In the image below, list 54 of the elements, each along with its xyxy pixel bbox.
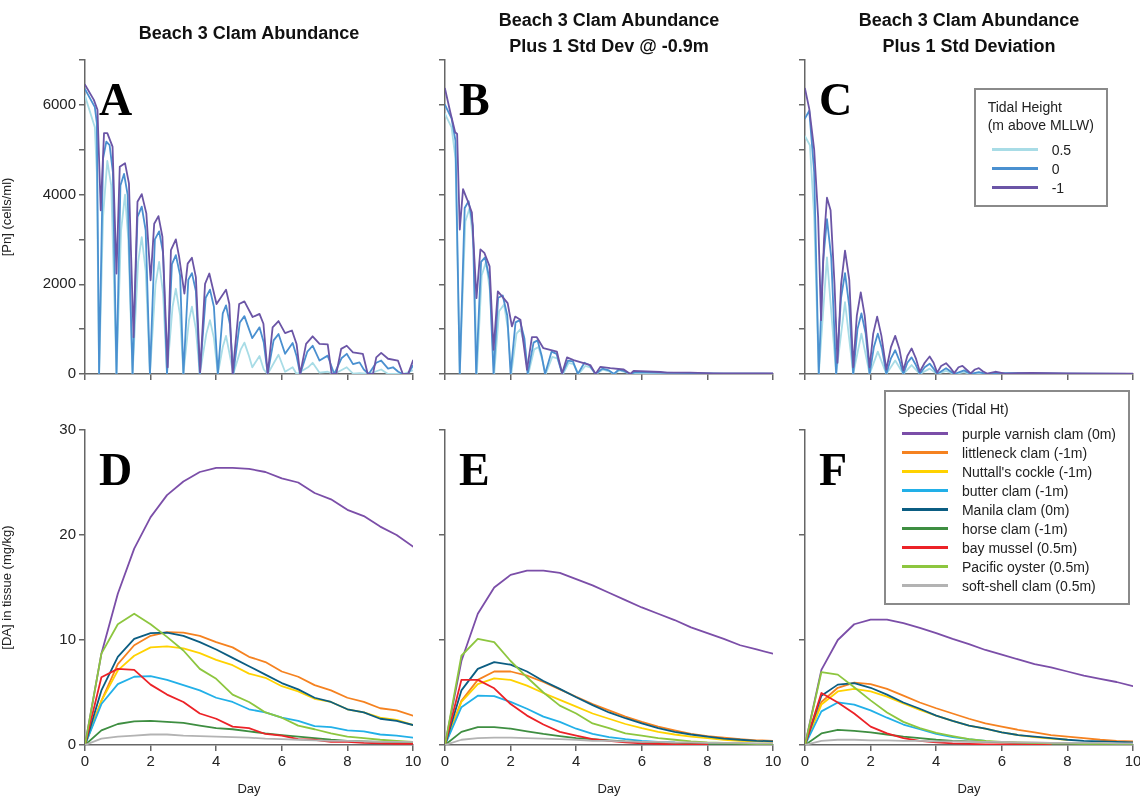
legend-label: littleneck clam (-1m) [961,444,1088,461]
legend-label: butter clam (-1m) [961,482,1069,499]
chart-title: Beach 3 Clam Abundance Plus 1 Std Dev @ -0.9m [497,9,721,58]
x-tick-label: 4 [932,752,941,770]
chart-title: Beach 3 Clam Abundance Plus 1 Std Deviation [857,9,1081,58]
x-tick-label: 8 [1063,752,1072,770]
legend-title: Tidal Height (m above MLLW) [987,98,1094,134]
legend-label: soft-shell clam (0.5m) [961,577,1096,594]
annotation: D [99,444,133,495]
x-tick-label: 0 [440,752,450,770]
y-tick-label: 6000 [42,95,76,112]
legend-label: horse clam (-1m) [961,520,1068,537]
x-tick-label: 4 [572,752,581,770]
y-axis-title: [DA] in tissue (mg/kg) [0,525,15,650]
annotation: B [459,74,490,125]
annotation: A [99,74,133,125]
legend-label: -1 [1051,179,1065,196]
y-tick-label: 20 [59,525,76,543]
y-tick-label: 0 [67,364,76,382]
x-tick-label: 0 [800,752,810,770]
chart-title: Beach 3 Clam Abundance [137,22,361,45]
x-tick-label: 6 [277,752,286,770]
x-tick-label: 2 [506,752,515,770]
x-tick-label: 8 [343,752,352,770]
x-axis-title: Day [237,780,262,796]
legend-title: Species (Tidal Ht) [897,400,1010,418]
x-tick-label: 2 [146,752,155,770]
legend-label: purple varnish clam (0m) [961,425,1116,442]
x-axis-title: Day [597,780,622,796]
legend-label: 0 [1051,160,1060,177]
y-tick-label: 10 [59,630,76,648]
x-tick-label: 8 [703,752,712,770]
annotation: C [819,74,853,125]
x-tick-label: 6 [997,752,1006,770]
legend-label: Manila clam (0m) [961,501,1070,518]
y-tick-label: 0 [67,735,76,753]
annotation: F [819,444,848,495]
x-tick-label: 4 [212,752,221,770]
legend-label: bay mussel (0.5m) [961,539,1078,556]
x-tick-label: 6 [637,752,646,770]
legend-label: Pacific oyster (0.5m) [961,558,1090,575]
y-tick-label: 2000 [42,274,76,292]
x-tick-label: 2 [866,752,875,770]
y-tick-label: 4000 [42,184,76,202]
x-tick-label: 10 [1124,752,1140,770]
annotation: E [459,444,490,495]
y-tick-label: 30 [59,420,76,438]
legend-label: 0.5 [1051,141,1072,158]
legend-label: Nuttall's cockle (-1m) [961,463,1093,480]
x-tick-label: 10 [404,752,422,770]
y-axis-title: [Pn] (cells/ml) [0,177,15,257]
x-tick-label: 0 [80,752,90,770]
x-tick-label: 10 [764,752,782,770]
x-axis-title: Day [957,780,982,796]
